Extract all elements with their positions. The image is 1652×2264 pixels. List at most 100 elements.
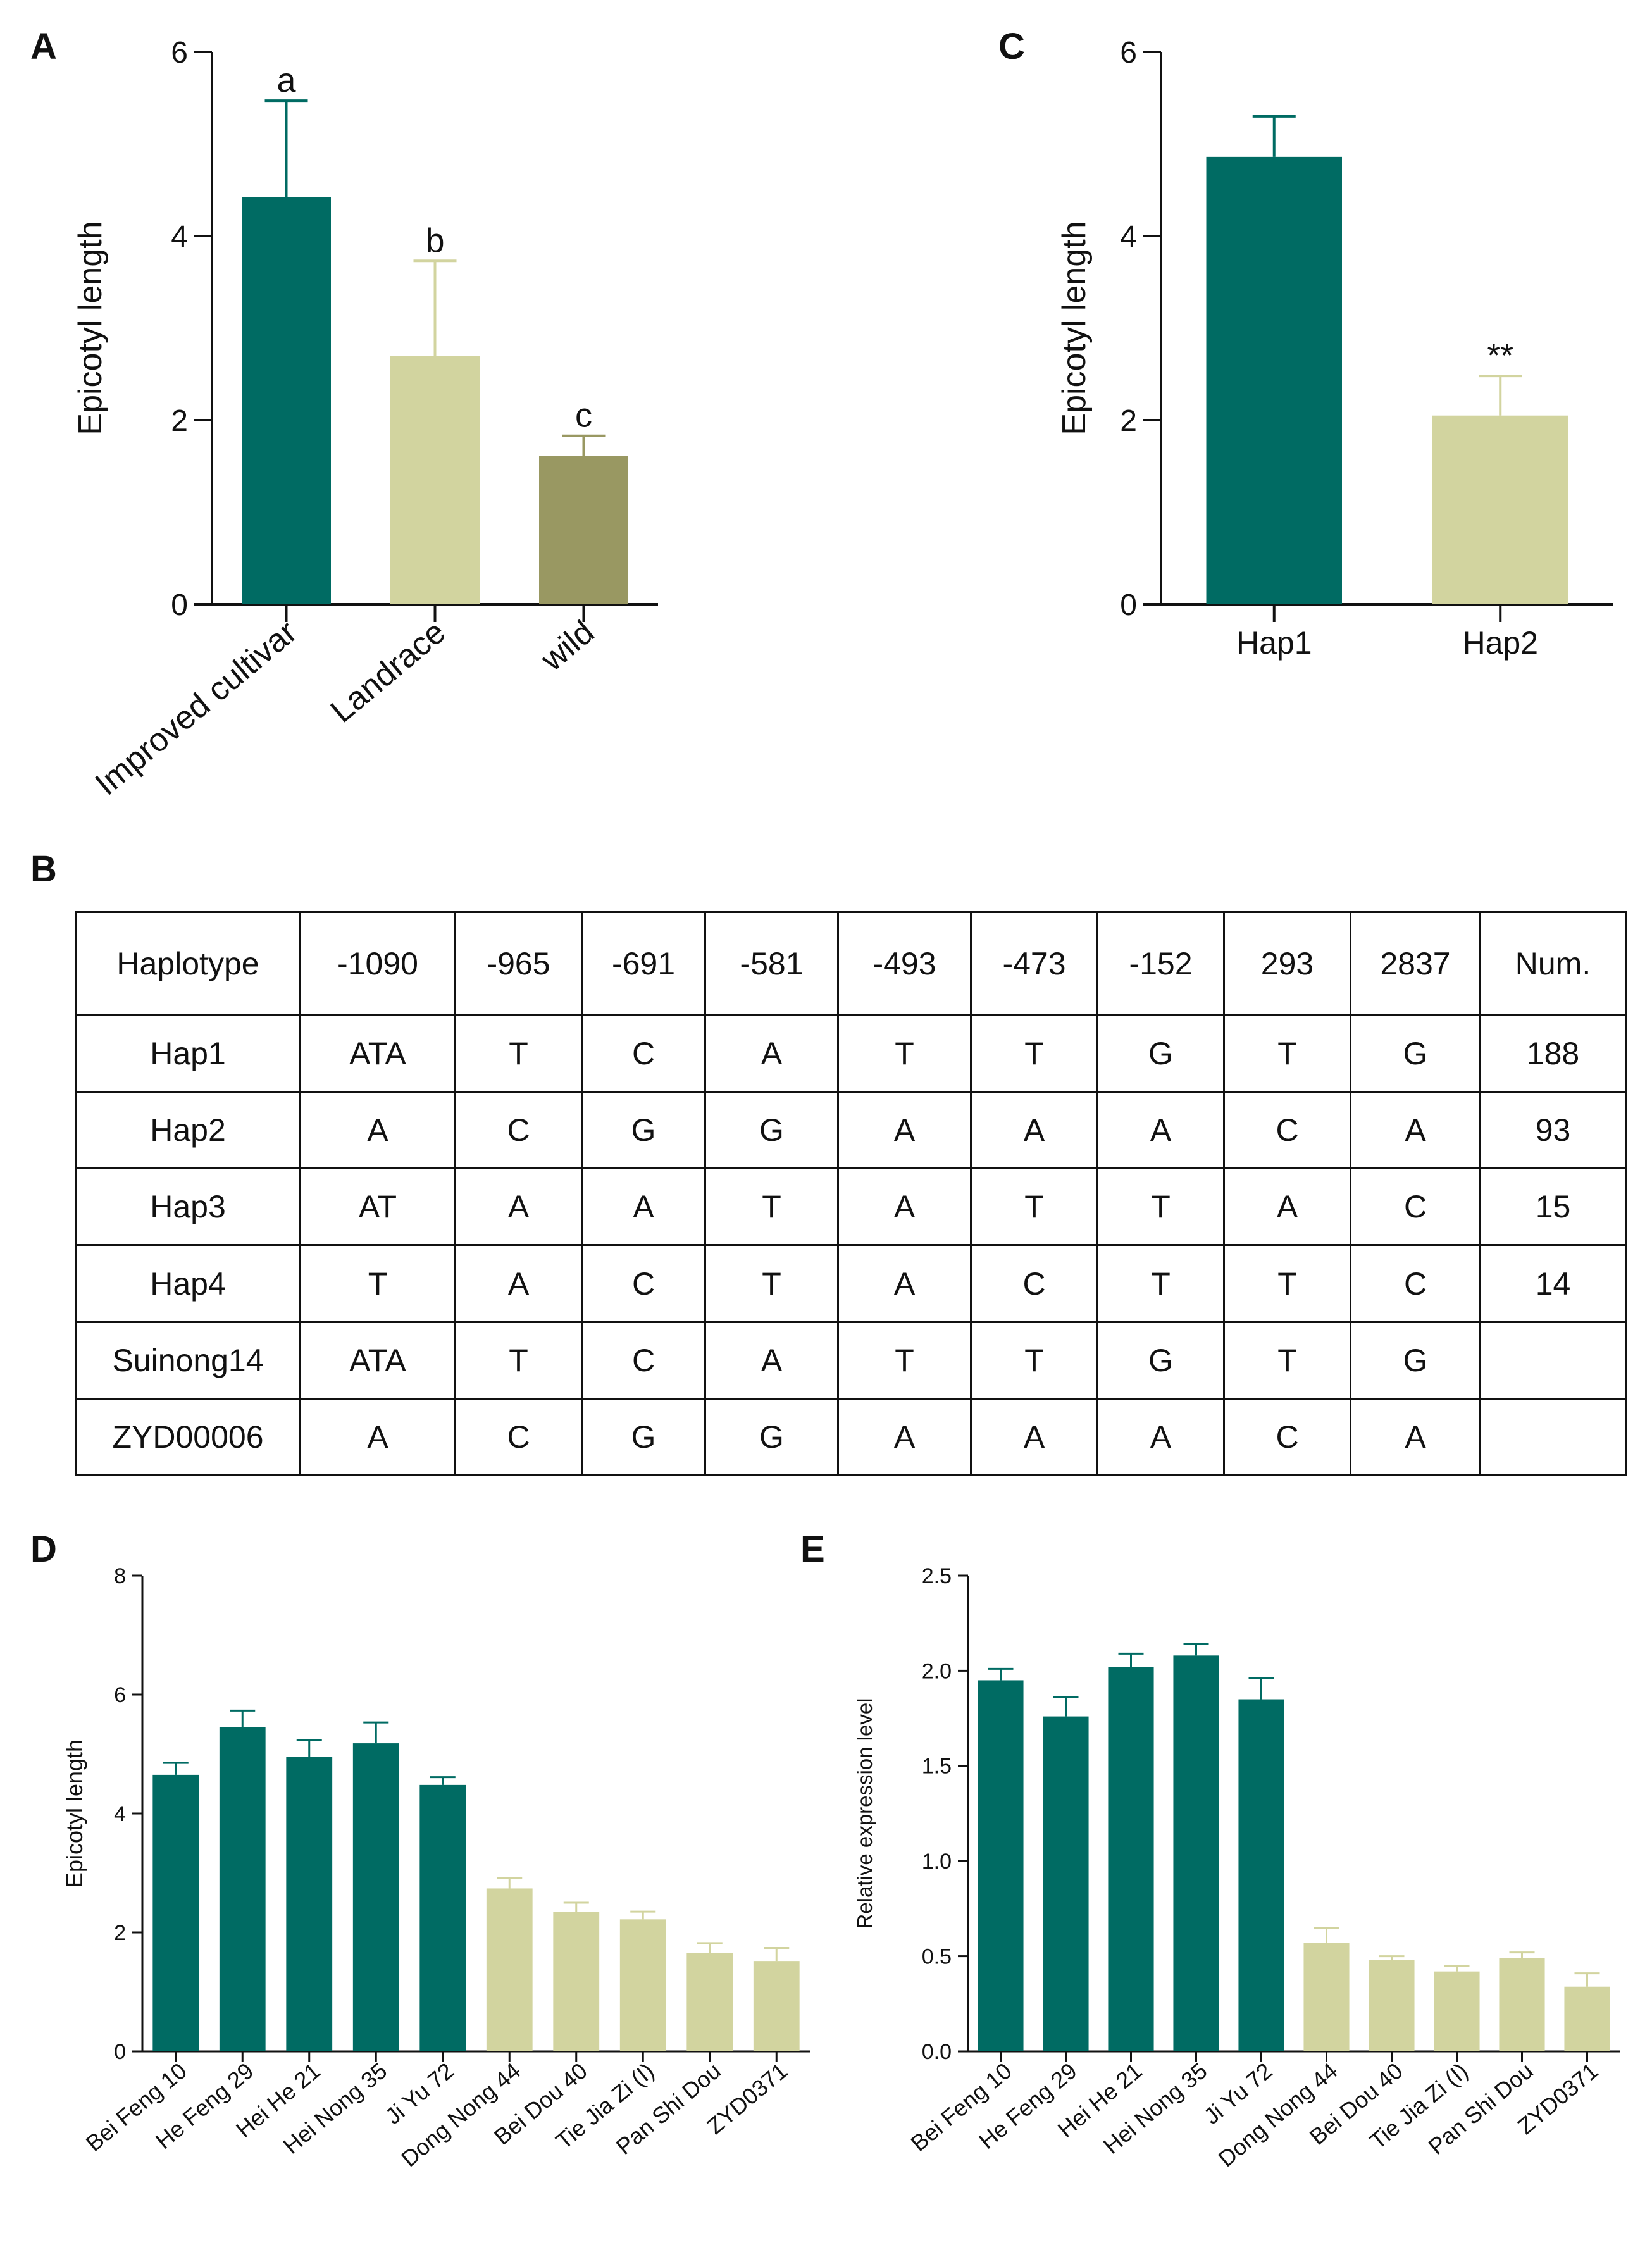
table-cell: T [299, 1244, 456, 1323]
x-tick-label: wild [534, 614, 602, 679]
bar [1369, 1960, 1415, 2051]
table-cell: T [970, 1014, 1098, 1093]
bar [419, 1784, 466, 2051]
bar [219, 1727, 266, 2051]
table-cell: A [1350, 1091, 1481, 1170]
bar [686, 1953, 733, 2051]
table-cell: A [704, 1321, 839, 1400]
chart-a-epicotyl-by-type: 0 2 4 6 Epicotyl length Improved cultivar a Lan… [72, 36, 658, 803]
table-cell: T [970, 1321, 1098, 1400]
table-cell: T [1223, 1244, 1351, 1323]
bar [286, 1757, 333, 2051]
table-cell: C [970, 1244, 1098, 1323]
table-cell: C [1223, 1091, 1351, 1170]
table-header-cell: 293 [1223, 911, 1351, 1016]
y-tick-label: 4 [171, 220, 188, 254]
table-cell: ZYD00006 [75, 1397, 301, 1477]
bar [553, 1912, 600, 2051]
y-tick-label: 6 [114, 1683, 126, 1707]
bar [1564, 1986, 1610, 2051]
table-header-cell: Haplotype [75, 911, 301, 1016]
table-cell: Hap1 [75, 1014, 301, 1093]
table-cell: T [837, 1014, 972, 1093]
table-header-cell: -1090 [299, 911, 456, 1016]
bar [1434, 1971, 1480, 2051]
significance-label: b [425, 221, 444, 259]
table-row: Hap2 A C G G A A A C A 93 [75, 1091, 1627, 1170]
significance-label: ** [1487, 337, 1513, 375]
table-row: ZYD00006 A C G G A A A C A [75, 1397, 1627, 1477]
table-cell: A [454, 1244, 583, 1323]
y-tick-label: 2.5 [922, 1564, 952, 1588]
table-header-cell: Num. [1479, 911, 1627, 1016]
table-cell: A [1350, 1397, 1481, 1477]
bar [352, 1743, 399, 2051]
table-cell: A [454, 1167, 583, 1247]
table-header-cell: -691 [581, 911, 706, 1016]
bar [1108, 1667, 1154, 2051]
bar [152, 1774, 199, 2051]
haplotype-table: Haplotype -1090 -965 -691 -581 -493 -473 -152 29… [75, 911, 1627, 1477]
table-cell: A [837, 1397, 972, 1477]
y-tick-label: 1.5 [922, 1755, 952, 1779]
y-tick-label: 0 [171, 588, 188, 622]
table-cell: G [1350, 1321, 1481, 1400]
bar [1206, 156, 1342, 604]
bar [1432, 415, 1568, 604]
table-cell: A [299, 1091, 456, 1170]
table-cell: 188 [1479, 1014, 1627, 1093]
table-cell: A [299, 1397, 456, 1477]
significance-label: a [276, 61, 296, 99]
table-cell: T [1223, 1321, 1351, 1400]
table-cell [1479, 1397, 1627, 1477]
table-cell: A [970, 1091, 1098, 1170]
table-cell: ATA [299, 1014, 456, 1093]
x-tick-label: Landrace [324, 614, 452, 730]
table-cell: G [581, 1397, 706, 1477]
table-cell: C [454, 1397, 583, 1477]
table-cell: C [1223, 1397, 1351, 1477]
table-cell: C [581, 1321, 706, 1400]
y-tick-label: 2.0 [922, 1659, 952, 1683]
y-axis-label: Relative expression level [853, 1698, 876, 1929]
table-cell: A [1223, 1167, 1351, 1247]
panel-label-a: A [30, 26, 57, 67]
table-header-cell: -473 [970, 911, 1098, 1016]
table-cell: C [581, 1014, 706, 1093]
y-tick-label: 0 [114, 2040, 126, 2064]
bar [753, 1961, 800, 2051]
table-cell: Suinong14 [75, 1321, 301, 1400]
table-cell: A [837, 1091, 972, 1170]
table-cell: G [704, 1091, 839, 1170]
bar [1238, 1699, 1284, 2051]
y-tick-label: 2 [171, 404, 188, 438]
table-cell: T [1223, 1014, 1351, 1093]
table-cell: 14 [1479, 1244, 1627, 1323]
table-cell: T [970, 1167, 1098, 1247]
table-cell: AT [299, 1167, 456, 1247]
table-cell: C [581, 1244, 706, 1323]
panel-label-c: C [998, 26, 1025, 67]
table-cell: T [704, 1167, 839, 1247]
table-cell: C [454, 1091, 583, 1170]
chart-c-epicotyl-by-haplotype: 0 2 4 6 Epicotyl length Hap1 Hap2 ** [1056, 36, 1613, 661]
panel-label-e: E [800, 1529, 825, 1570]
bar [1303, 1943, 1350, 2051]
table-header-cell: -965 [454, 911, 583, 1016]
y-tick-label: 1.0 [922, 1850, 952, 1874]
table-cell: G [1096, 1321, 1225, 1400]
table-row: Hap1 ATA T C A T T G T G 188 [75, 1014, 1627, 1093]
bar [619, 1919, 666, 2051]
table-cell: A [1096, 1091, 1225, 1170]
y-axis-label: Epicotyl length [61, 1739, 87, 1888]
table-cell: C [1350, 1167, 1481, 1247]
y-tick-label: 6 [171, 36, 188, 70]
y-tick-label: 6 [1120, 36, 1137, 70]
x-tick-label: Hap2 [1462, 625, 1538, 661]
bar [1173, 1655, 1219, 2051]
table-cell [1479, 1321, 1627, 1400]
y-tick-label: 2 [114, 1921, 126, 1945]
y-tick-label: 4 [114, 1802, 126, 1826]
table-row: Hap3 AT A A T A T T A C 15 [75, 1167, 1627, 1247]
